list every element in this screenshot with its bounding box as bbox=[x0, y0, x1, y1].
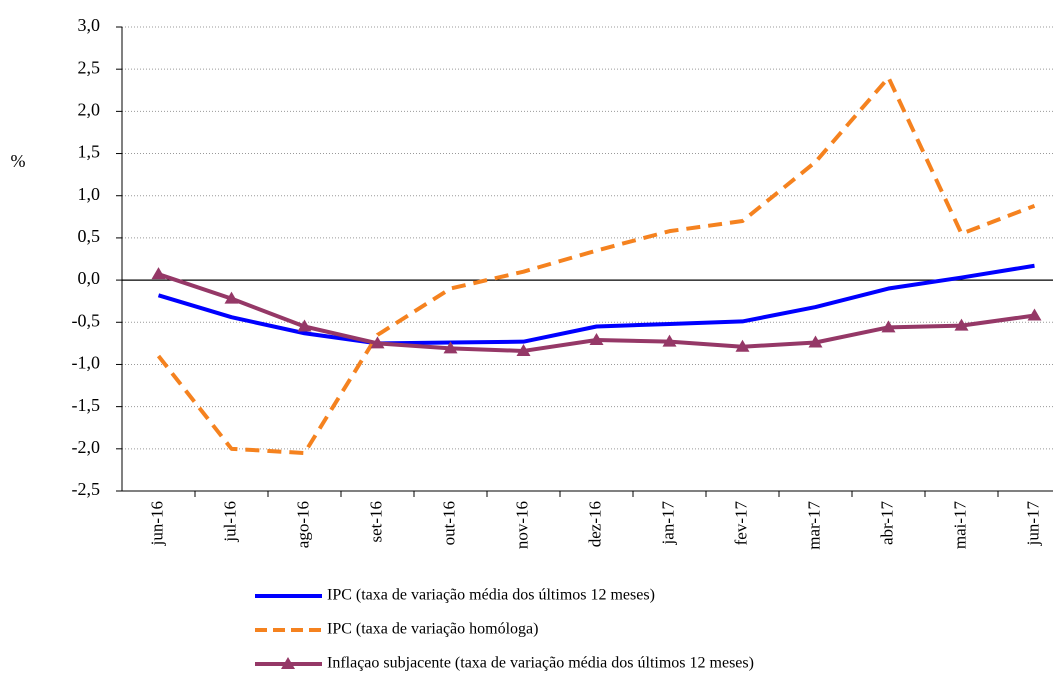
x-tick-label: ago-16 bbox=[293, 501, 312, 548]
marker bbox=[370, 336, 385, 349]
marker bbox=[808, 335, 823, 348]
legend-label: IPC (taxa de variação homóloga) bbox=[327, 621, 538, 638]
marker bbox=[516, 343, 531, 356]
y-tick-label: -1,5 bbox=[72, 395, 101, 415]
legend-label: Inflaçao subjacente (taxa de variação mé… bbox=[327, 655, 754, 672]
x-tick-label: nov-16 bbox=[512, 501, 531, 549]
x-tick-label: jun-17 bbox=[1023, 501, 1042, 547]
series-line bbox=[157, 263, 1035, 346]
y-tick-label: -1,0 bbox=[72, 353, 101, 373]
marker bbox=[224, 291, 239, 304]
x-tick-label: jul-16 bbox=[220, 501, 239, 543]
y-tick-label: 1,5 bbox=[78, 142, 101, 162]
x-tick-label: jun-16 bbox=[147, 501, 166, 546]
x-tick-label: jan-17 bbox=[658, 501, 677, 546]
x-tick-label: mai-17 bbox=[950, 501, 969, 550]
y-tick-label: 0,0 bbox=[78, 268, 101, 288]
marker bbox=[443, 341, 458, 354]
x-tick-label: abr-17 bbox=[877, 501, 896, 546]
legend-marker bbox=[281, 657, 295, 669]
y-tick-label: 2,5 bbox=[78, 57, 101, 77]
marker bbox=[662, 334, 677, 347]
y-tick-label: 2,0 bbox=[78, 99, 101, 119]
y-tick-label: -2,5 bbox=[72, 479, 101, 499]
x-tick-label: dez-16 bbox=[585, 501, 604, 547]
y-tick-label: 0,5 bbox=[78, 226, 101, 246]
legend-label: IPC (taxa de variação média dos últimos … bbox=[327, 587, 655, 604]
x-tick-label: set-16 bbox=[366, 501, 385, 543]
y-tick-label: 3,0 bbox=[78, 15, 101, 35]
x-tick-label: mar-17 bbox=[804, 501, 823, 550]
marker bbox=[297, 319, 312, 332]
x-tick-label: fev-17 bbox=[731, 501, 750, 546]
y-axis-label: % bbox=[11, 151, 26, 171]
y-tick-label: -0,5 bbox=[72, 310, 101, 330]
y-tick-label: -2,0 bbox=[72, 437, 101, 457]
marker bbox=[151, 267, 166, 280]
marker bbox=[735, 339, 750, 352]
marker bbox=[1027, 308, 1042, 321]
marker bbox=[954, 318, 969, 331]
x-tick-label: out-16 bbox=[439, 501, 458, 545]
y-tick-label: 1,0 bbox=[78, 184, 101, 204]
marker bbox=[881, 320, 896, 333]
marker bbox=[589, 332, 604, 345]
series-line bbox=[156, 75, 1036, 456]
